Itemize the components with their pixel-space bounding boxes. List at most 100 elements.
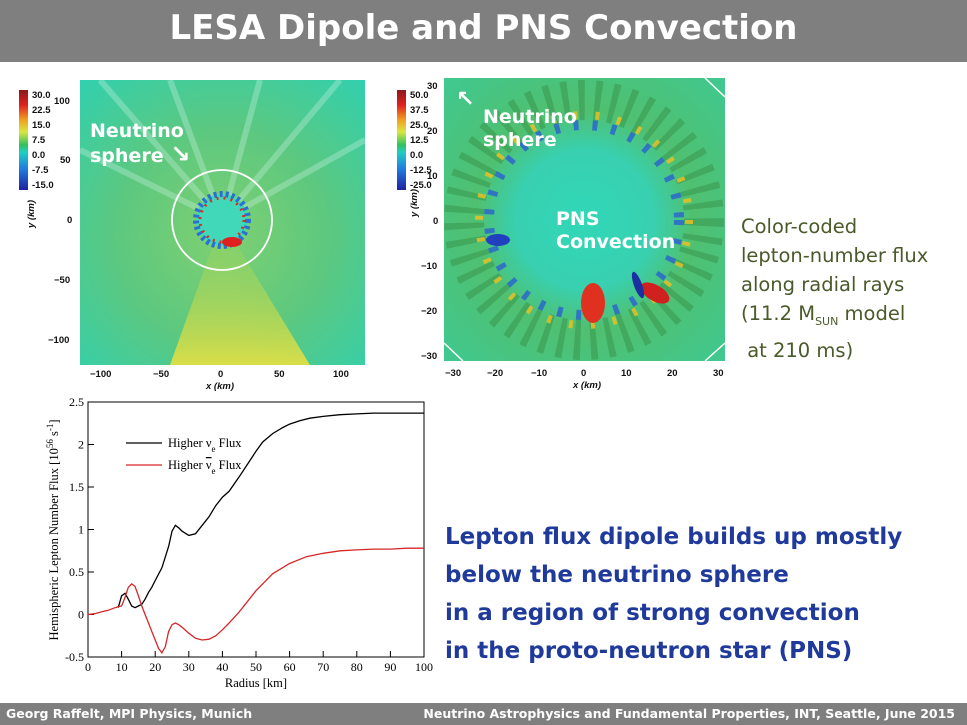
left-colorbar (19, 90, 28, 190)
right-x-tick: −10 (531, 368, 547, 379)
right-map-sphere-arc (704, 342, 726, 362)
left-y-tick: 100 (54, 96, 70, 107)
left-cbar-tick: 0.0 (32, 150, 45, 161)
right-y-label: y (km) (409, 189, 420, 218)
left-x-tick: −50 (153, 369, 169, 380)
right-y-tick: 20 (427, 126, 438, 137)
right-map-blue-cells (484, 120, 684, 320)
left-map-core (193, 191, 251, 249)
right-y-tick: −20 (421, 306, 437, 317)
y-tick-label: 2.5 (69, 395, 84, 409)
chart-y-label: Hemispheric Lepton Number Flux [1056 s-1… (45, 420, 61, 641)
chart-legend: Higher νe Flux Higher νe Flux (126, 436, 242, 476)
right-map-sphere-arc (704, 77, 726, 98)
right-simulation-map: 50.0 37.5 25.0 12.5 0.0 -12.5 -25.0 30 2… (383, 75, 733, 400)
right-x-tick: 20 (667, 368, 678, 379)
pns-convection-label: PNS Convection (556, 208, 675, 254)
slide-title: LESA Dipole and PNS Convection (169, 8, 798, 48)
left-label-word: sphere (90, 145, 164, 167)
arrow-up-left-icon: ↖ (456, 87, 475, 112)
caption-sun-subscript: SUN (815, 314, 839, 328)
y-tick-label: 0 (78, 608, 84, 622)
right-map-red-cell (581, 283, 605, 323)
caption-line: (11.2 MSUN model (741, 299, 928, 336)
x-tick-label: 80 (351, 660, 363, 674)
left-label-line2: sphere ↘ (90, 140, 191, 168)
caption-model: model (838, 302, 906, 325)
chart-x-label: Radius [km] (225, 676, 287, 690)
left-cbar-tick: -15.0 (32, 180, 54, 191)
right-label-line2: sphere (483, 129, 557, 151)
right-cbar-tick: 50.0 (410, 90, 429, 101)
title-bar (0, 0, 967, 62)
lepton-flux-chart: -0.5 0 0.5 1 1.5 2 2.5 0 10 20 30 40 50 60 70 80 90 100 … (42, 392, 434, 697)
right-neutrino-sphere-label: Neutrino sphere (483, 106, 577, 152)
right-label-line1: Neutrino (483, 106, 577, 128)
left-x-tick: −100 (90, 369, 111, 380)
left-y-tick: 0 (67, 215, 72, 226)
right-map-red-cell (640, 282, 670, 304)
x-tick-label: 50 (250, 660, 262, 674)
left-map-yellow-plume (170, 220, 310, 365)
x-tick-label: 90 (384, 660, 396, 674)
right-cbar-tick: -12.5 (410, 165, 432, 176)
right-x-tick: 30 (713, 368, 724, 379)
arrow-down-right-icon: ↘ (170, 140, 191, 168)
series-line-antive (87, 547, 424, 654)
right-map-yellow-cells (475, 111, 693, 329)
right-y-tick: −30 (421, 351, 437, 362)
y-tick-label: -0.5 (65, 650, 84, 664)
caption-line: lepton-number flux (741, 244, 929, 267)
left-y-tick: 50 (60, 155, 71, 166)
right-x-tick: −20 (487, 368, 503, 379)
pns-label-line1: PNS (556, 208, 600, 230)
left-map-hotspot (222, 237, 242, 247)
lepton-flux-chart-svg: -0.500.511.522.5 0 10 20 30 40 50 60 70 80 90 100 … (45, 395, 433, 690)
headline-line: in a region of strong convection (445, 600, 860, 626)
left-y-label: y (km) (26, 200, 37, 229)
right-map-convection-ring (444, 80, 724, 360)
right-x-tick: −30 (445, 368, 461, 379)
right-cbar-tick: -25.0 (410, 180, 432, 191)
x-tick-label: 10 (116, 660, 128, 674)
caption-line: Color-coded (741, 215, 858, 238)
y-tick-label: 2 (78, 438, 84, 452)
headline-text: Lepton flux dipole builds up mostly belo… (445, 518, 902, 670)
footer-author: Georg Raffelt, MPI Physics, Munich (6, 706, 253, 721)
right-map-blue-cell (631, 271, 645, 299)
left-neutrino-sphere-circle (171, 169, 273, 271)
left-cbar-tick: 15.0 (32, 120, 51, 131)
left-cbar-tick: 30.0 (32, 90, 51, 101)
right-y-tick: 0 (433, 216, 438, 227)
right-cbar-tick: 25.0 (410, 120, 429, 131)
caption-line: along radial rays (741, 273, 905, 296)
left-neutrino-sphere-label: Neutrino sphere ↘ (90, 120, 190, 168)
left-x-tick: 50 (274, 369, 285, 380)
series-line-ve (117, 412, 424, 609)
left-x-label: x (km) (205, 381, 234, 392)
map-caption: Color-coded lepton-number flux along rad… (741, 212, 928, 365)
x-tick-label: 40 (216, 660, 228, 674)
right-y-tick: 30 (427, 81, 438, 92)
right-map-figure: 50.0 37.5 25.0 12.5 0.0 -12.5 -25.0 30 2… (397, 77, 726, 391)
headline-line: in the proto-neutron star (PNS) (445, 638, 853, 664)
x-tick-label: 60 (284, 660, 296, 674)
right-x-label: x (km) (572, 380, 601, 391)
pns-label-line2: Convection (556, 231, 676, 253)
left-map-figure: 30.0 22.5 15.0 7.5 0.0 -7.5 -15.0 100 50… (19, 78, 367, 392)
x-tick-label: 100 (415, 660, 433, 674)
right-y-tick: 10 (427, 171, 438, 182)
left-cbar-tick: 7.5 (32, 135, 46, 146)
x-tick-label: 30 (183, 660, 195, 674)
left-label-line1: Neutrino (90, 120, 184, 142)
y-tick-label: 0.5 (69, 565, 84, 579)
y-tick-label: 1.5 (69, 480, 84, 494)
headline-line: Lepton flux dipole builds up mostly (445, 524, 903, 550)
left-y-tick: −100 (48, 335, 69, 346)
left-map-core-ring (198, 196, 246, 244)
caption-mass: (11.2 M (741, 302, 816, 325)
headline-line: below the neutrino sphere (445, 562, 789, 588)
caption-line: at 210 ms) (741, 338, 854, 362)
x-tick-label: 70 (317, 660, 329, 674)
right-map-sphere-arc (443, 342, 464, 362)
